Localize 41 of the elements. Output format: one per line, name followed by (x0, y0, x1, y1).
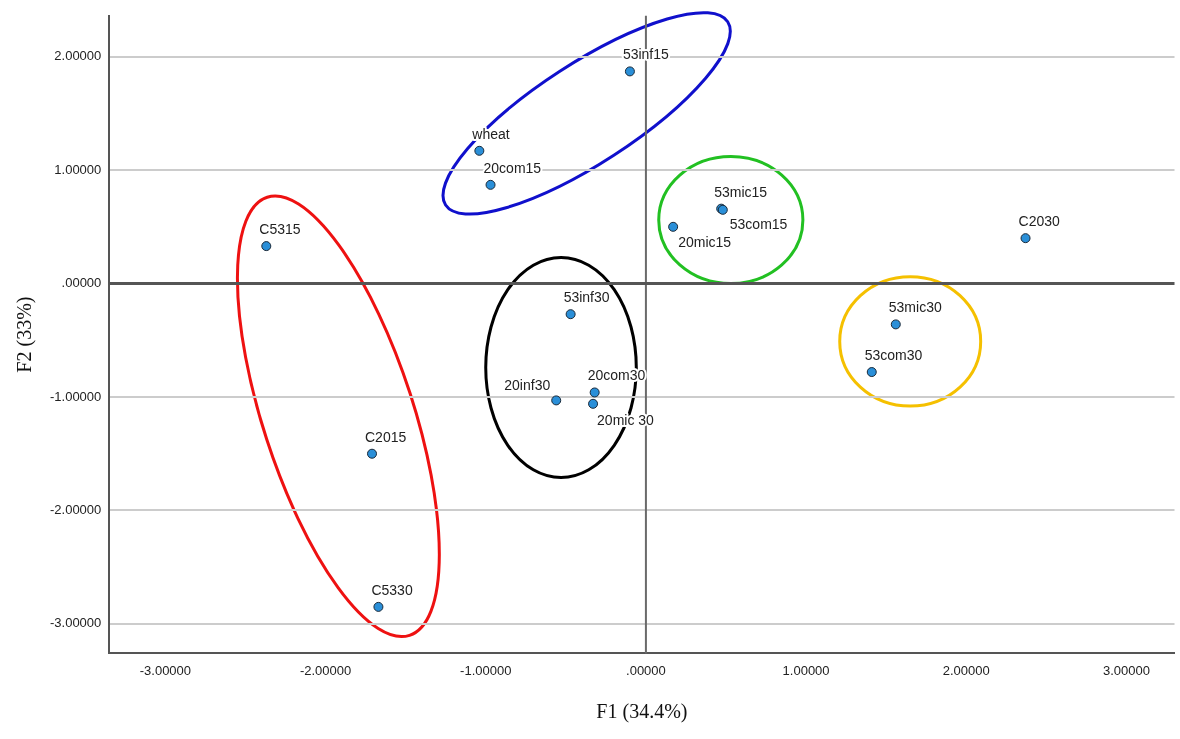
annotation: 53mic30 (888, 299, 942, 316)
point (589, 387, 600, 398)
annotation: 20com15 (483, 159, 542, 176)
point (373, 601, 384, 612)
annotation: 53inf30 (563, 289, 610, 306)
y-axis-title: F2 (33%) (13, 296, 37, 373)
point (551, 395, 562, 406)
annotation: 53com15 (729, 215, 788, 232)
y-tick-label: 2.00000 (54, 48, 102, 64)
point (890, 319, 901, 330)
x-tick-label: -1.00000 (460, 662, 512, 678)
y-tick-label: -2.00000 (49, 502, 102, 518)
point (565, 309, 576, 320)
x-tick-label: 1.00000 (782, 662, 830, 678)
annotation: 53com30 (864, 347, 923, 364)
annotation: 20inf30 (504, 377, 551, 394)
point (485, 179, 496, 190)
point (588, 398, 599, 409)
x-tick-label: -2.00000 (299, 662, 352, 678)
y-tick-label: -3.00000 (49, 615, 102, 631)
point (1020, 233, 1031, 244)
x-tick-label: .00000 (626, 662, 666, 678)
point (474, 145, 485, 156)
point (261, 241, 272, 252)
point (668, 221, 679, 232)
point (367, 448, 378, 459)
annotation: C5315 (259, 221, 301, 238)
y-tick-label: .00000 (61, 275, 102, 291)
x-axis-title: F1 (34.4%) (596, 700, 688, 724)
x-tick-label: 3.00000 (1102, 662, 1150, 678)
y-tick-label: -1.00000 (49, 388, 102, 404)
x-tick-label: -3.00000 (139, 662, 192, 678)
annotation: C2015 (365, 428, 407, 445)
y-tick-label: 1.00000 (54, 161, 102, 177)
x-tick-label: 2.00000 (942, 662, 990, 678)
annotation: 53mic15 (714, 183, 768, 200)
annotation: C2030 (1018, 213, 1060, 230)
annotation: 20mic15 (678, 233, 732, 250)
point (624, 66, 635, 77)
annotation: C5330 (371, 581, 413, 598)
point (866, 367, 877, 378)
